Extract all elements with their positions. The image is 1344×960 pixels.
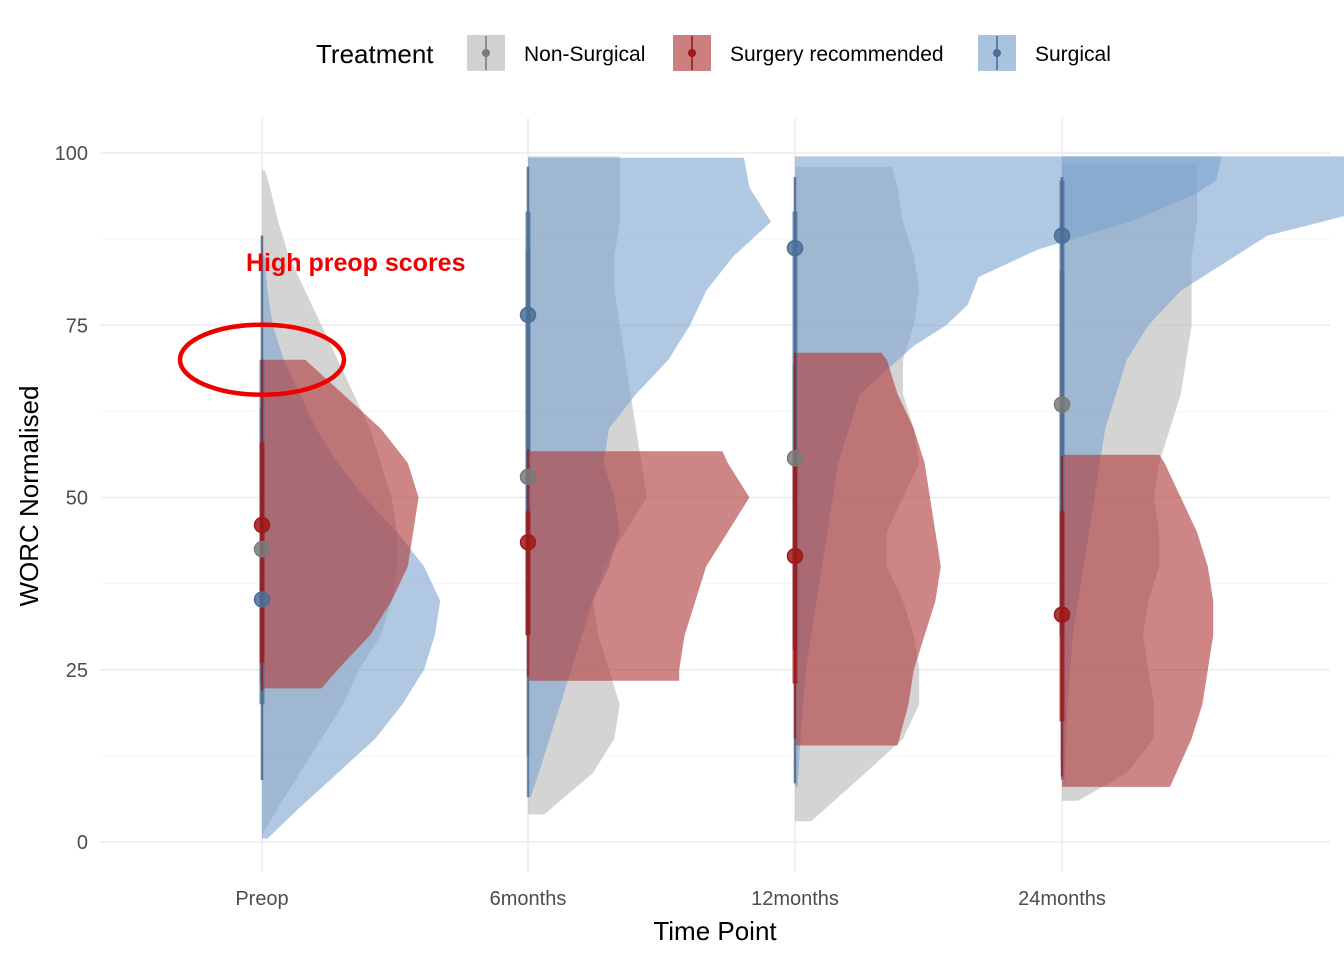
density-cloud	[1062, 454, 1214, 787]
median-point	[253, 591, 271, 608]
median-points	[253, 227, 1071, 623]
density-cloud	[262, 359, 419, 689]
y-tick-label: 25	[66, 660, 88, 682]
x-tick-label: 6months	[490, 888, 567, 910]
x-axis-title: Time Point	[653, 916, 777, 946]
x-tick-label: Preop	[235, 888, 288, 910]
median-point	[253, 516, 271, 534]
legend-item: Surgical	[978, 35, 1111, 71]
legend-item: Surgery recommended	[673, 35, 944, 71]
density-cloud	[795, 156, 1222, 787]
legend-item: Non-Surgical	[467, 35, 645, 71]
legend-label: Surgery recommended	[730, 43, 944, 66]
density-cloud	[1062, 156, 1344, 780]
y-axis-title: WORC Normalised	[14, 385, 44, 606]
legend-key-point	[688, 49, 696, 57]
median-point	[786, 449, 804, 467]
median-point	[1053, 227, 1071, 244]
density-clouds	[262, 156, 1344, 839]
annotation-text: High preop scores	[246, 249, 466, 277]
legend-key-point	[993, 49, 1001, 57]
x-tick-labels: Preop 6months 12months 24months	[235, 888, 1106, 910]
legend-label: Surgical	[1035, 43, 1111, 66]
highlight-ellipse	[177, 322, 347, 397]
y-tick-labels: 0 25 50 75 100	[55, 143, 88, 854]
legend-title: Treatment	[316, 39, 434, 69]
density-cloud	[528, 157, 771, 798]
median-point	[786, 239, 804, 257]
legend-key-point	[482, 49, 490, 57]
y-tick-label: 75	[66, 315, 88, 337]
median-point	[519, 534, 537, 551]
y-tick-label: 50	[66, 488, 88, 510]
median-point	[1053, 606, 1071, 623]
median-point	[786, 547, 804, 565]
median-point	[253, 540, 271, 558]
median-point	[519, 306, 537, 324]
legend: Treatment Non-Surgical Surgery recommende…	[316, 35, 1111, 71]
annotation-layer: High preop scores	[177, 249, 466, 397]
legend-label: Non-Surgical	[524, 43, 645, 66]
x-tick-label: 12months	[751, 888, 839, 910]
y-tick-label: 0	[77, 832, 88, 854]
median-point	[1053, 396, 1071, 413]
median-point	[519, 468, 537, 486]
density-cloud	[795, 352, 941, 746]
x-tick-label: 24months	[1018, 888, 1106, 910]
density-cloud	[528, 451, 750, 681]
y-tick-label: 100	[55, 143, 88, 165]
